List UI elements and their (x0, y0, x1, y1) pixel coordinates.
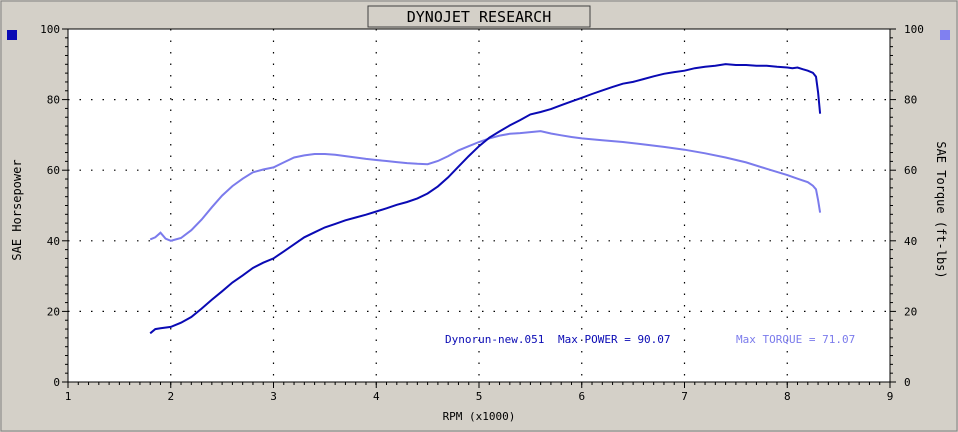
y-axis-label-right: SAE Torque (ft-lbs) (934, 141, 948, 278)
x-tick-label: 1 (65, 390, 72, 403)
y-tick-label-left: 100 (40, 23, 60, 36)
title-box (367, 5, 591, 28)
y-tick-label-right: 0 (904, 376, 911, 389)
max-torque-text: Max TORQUE = 71.07 (736, 333, 855, 346)
y-axis-label-left: SAE Horsepower (10, 159, 24, 260)
x-tick-label: 2 (167, 390, 174, 403)
y-tick-label-left: 60 (47, 164, 60, 177)
max-power-text: Max POWER = 90.07 (558, 333, 671, 346)
y-tick-label-right: 20 (904, 305, 917, 318)
x-tick-label: 6 (578, 390, 585, 403)
run-name: Dynorun-new.051 (445, 333, 544, 346)
power-series-line (149, 63, 822, 335)
chart-title: DYNOJET RESEARCH (407, 8, 552, 26)
x-tick-label: 9 (887, 390, 894, 403)
y-tick-label-right: 80 (904, 94, 917, 107)
y-tick-label-right: 100 (904, 23, 924, 36)
x-tick-label: 5 (476, 390, 483, 403)
y-tick-label-right: 60 (904, 164, 917, 177)
y-tick-label-left: 20 (47, 305, 60, 318)
y-tick-label-left: 80 (47, 94, 60, 107)
x-tick-label: 7 (681, 390, 688, 403)
torque-legend-swatch (940, 30, 950, 40)
x-tick-label: 8 (784, 390, 791, 403)
torque-series-line (149, 130, 822, 242)
x-tick-label: 4 (373, 390, 380, 403)
x-tick-label: 3 (270, 390, 277, 403)
annotation-power: Dynorun-new.051 Max POWER = 90.07 (445, 333, 671, 346)
x-axis-label: RPM (x1000) (443, 410, 516, 423)
power-legend-swatch (7, 30, 17, 40)
y-tick-label-right: 40 (904, 235, 917, 248)
y-tick-label-left: 0 (53, 376, 60, 389)
y-tick-label-left: 40 (47, 235, 60, 248)
grid (68, 29, 890, 382)
